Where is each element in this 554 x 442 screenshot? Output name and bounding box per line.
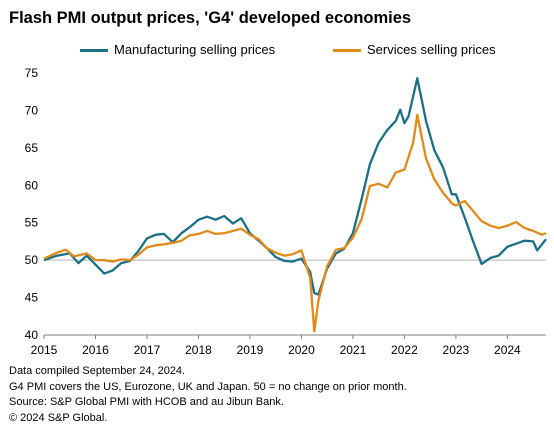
x-tick-label: 2024 <box>494 343 521 357</box>
chart-notes: Data compiled September 24, 2024. G4 PMI… <box>9 364 407 426</box>
x-tick-label: 2020 <box>288 343 315 357</box>
y-tick-label: 50 <box>25 253 39 267</box>
x-tick-label: 2023 <box>443 343 470 357</box>
series-line-manufacturing <box>43 77 547 296</box>
chart-title: Flash PMI output prices, 'G4' developed … <box>9 9 412 27</box>
y-tick-label: 75 <box>25 66 39 80</box>
note-coverage: G4 PMI covers the US, Eurozone, UK and J… <box>9 380 407 393</box>
legend-item-manufacturing: Manufacturing selling prices <box>80 42 275 62</box>
legend-label-services: Services selling prices <box>367 42 496 57</box>
legend-swatch-services <box>333 49 361 53</box>
y-tick-label: 65 <box>25 141 39 155</box>
x-tick-label: 2019 <box>237 343 264 357</box>
x-tick-label: 2015 <box>31 343 58 357</box>
x-tick-label: 2018 <box>185 343 212 357</box>
x-tick-label: 2016 <box>82 343 109 357</box>
x-tick-label: 2022 <box>391 343 418 357</box>
y-tick-label: 60 <box>25 178 39 192</box>
y-tick-label: 40 <box>25 328 39 342</box>
y-tick-label: 70 <box>25 103 39 117</box>
y-tick-label: 45 <box>25 291 39 305</box>
note-copyright: © 2024 S&P Global. <box>9 411 108 424</box>
legend-label-manufacturing: Manufacturing selling prices <box>114 42 276 57</box>
note-source: Source: S&P Global PMI with HCOB and au … <box>9 396 284 409</box>
legend-swatch-manufacturing <box>80 49 108 53</box>
x-tick-label: 2021 <box>340 343 367 357</box>
legend-item-services: Services selling prices <box>333 42 496 62</box>
y-tick-label: 55 <box>25 216 39 230</box>
note-data-compiled: Data compiled September 24, 2024. <box>9 365 186 377</box>
x-tick-label: 2017 <box>134 343 161 357</box>
series-line-services <box>43 113 547 333</box>
